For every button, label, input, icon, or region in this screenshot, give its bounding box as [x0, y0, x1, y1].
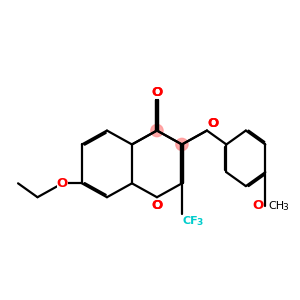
Text: O: O [151, 199, 163, 212]
Text: CF: CF [182, 216, 198, 226]
Circle shape [151, 124, 163, 137]
Text: O: O [151, 85, 163, 99]
Text: O: O [208, 117, 219, 130]
Circle shape [176, 138, 188, 151]
Text: O: O [253, 199, 264, 212]
Text: 3: 3 [196, 218, 203, 227]
Text: O: O [151, 85, 163, 99]
Text: O: O [57, 177, 68, 190]
Text: CH: CH [268, 201, 285, 211]
Text: O: O [151, 199, 163, 212]
Text: O: O [208, 117, 219, 130]
Text: 3: 3 [282, 203, 288, 212]
